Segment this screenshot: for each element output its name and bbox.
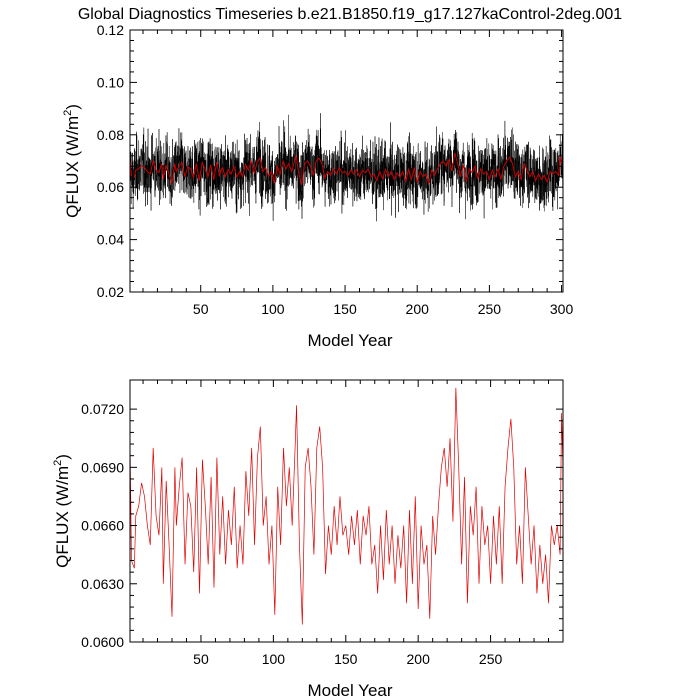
top-y-tick-label: 0.06 <box>97 179 124 195</box>
top-x-tick-label: 300 <box>550 301 574 317</box>
bottom-axes: 50 100 150 200 250 0.0600 0.0630 0.0660 0.0690 0.… <box>81 380 563 667</box>
bottom-y-tick-label: 0.0660 <box>81 518 124 534</box>
bottom-x-tick-label: 250 <box>479 651 503 667</box>
top-y-axis-label: QFLUX (W/m2) <box>62 104 82 218</box>
top-axes: 50 100 150 200 250 300 0.02 0.04 0.06 0.08 0.10 0.1… <box>97 22 574 317</box>
bottom-y-axis-label: QFLUX (W/m2) <box>52 454 72 568</box>
top-y-tick-label: 0.12 <box>97 22 124 38</box>
bottom-y-label-sup: 2 <box>52 460 64 466</box>
top-x-axis-label: Model Year <box>307 331 392 350</box>
top-y-label-sup: 2 <box>62 110 74 116</box>
bottom-y-tick-label: 0.0630 <box>81 576 124 592</box>
top-y-label-main: QFLUX (W/m <box>63 116 82 218</box>
top-x-tick-label: 100 <box>261 301 285 317</box>
top-x-tick-label: 50 <box>193 301 209 317</box>
bottom-y-tick-label: 0.0720 <box>81 401 124 417</box>
top-y-tick-label: 0.02 <box>97 284 124 300</box>
bottom-x-tick-label: 150 <box>334 651 358 667</box>
chart-title: Global Diagnostics Timeseries b.e21.B185… <box>78 6 622 23</box>
top-y-tick-label: 0.10 <box>97 74 124 90</box>
top-y-label-close: ) <box>63 104 82 110</box>
top-x-tick-label: 150 <box>333 301 357 317</box>
top-annual-mean-line <box>129 152 563 185</box>
bottom-x-tick-label: 50 <box>193 651 209 667</box>
bottom-y-tick-label: 0.0690 <box>81 459 124 475</box>
top-panel: 50 100 150 200 250 300 0.02 0.04 0.06 0.08 0.10 0.1… <box>62 22 573 350</box>
top-y-tick-label: 0.04 <box>97 232 124 248</box>
bottom-x-tick-label: 200 <box>407 651 431 667</box>
bottom-y-label-main: QFLUX (W/m <box>53 466 72 568</box>
bottom-series <box>129 387 564 625</box>
top-x-tick-label: 250 <box>478 301 502 317</box>
bottom-y-label-close: ) <box>53 454 72 460</box>
top-series <box>129 113 564 222</box>
bottom-plot-frame <box>129 379 564 643</box>
monthly-series-line <box>129 113 564 222</box>
bottom-annual-mean-line <box>129 387 564 625</box>
bottom-y-tick-label: 0.0600 <box>81 634 124 650</box>
bottom-x-axis-label: Model Year <box>307 681 392 700</box>
top-plot-frame <box>129 29 564 293</box>
top-y-tick-label: 0.08 <box>97 127 124 143</box>
top-x-tick-label: 200 <box>406 301 430 317</box>
bottom-panel: 50 100 150 200 250 0.0600 0.0630 0.0660 0.0690 0.… <box>52 379 564 700</box>
bottom-x-tick-label: 100 <box>262 651 286 667</box>
